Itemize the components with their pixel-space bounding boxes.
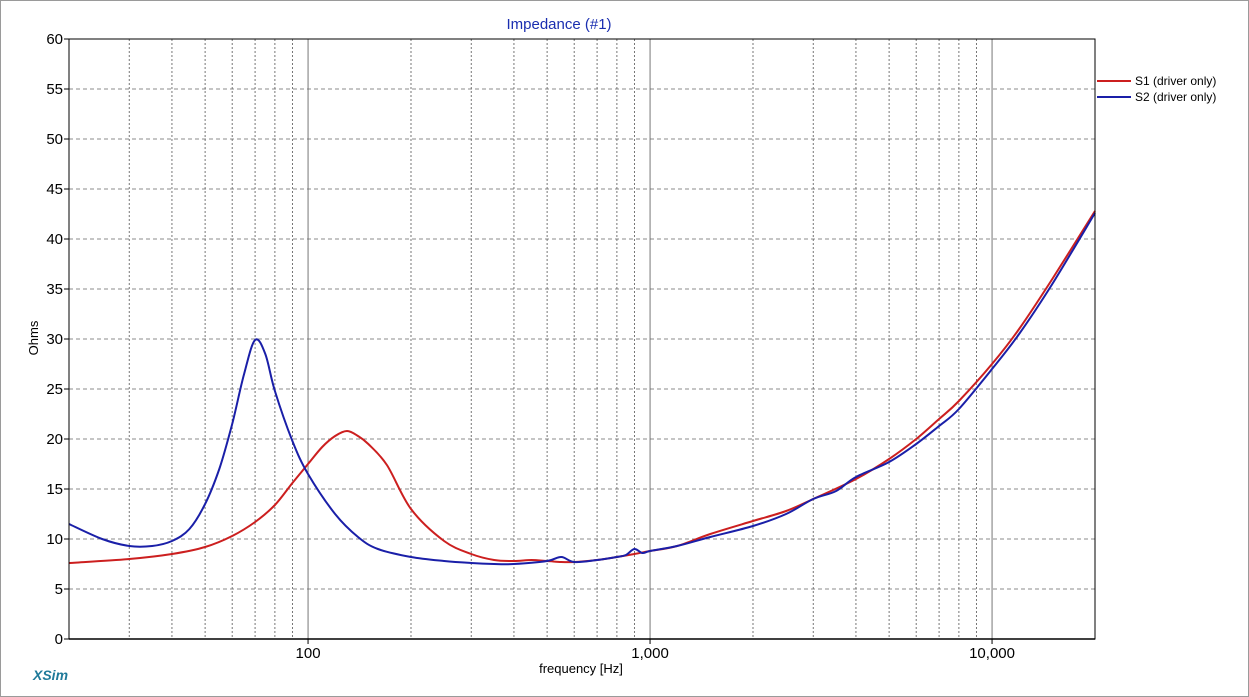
legend: S1 (driver only) S2 (driver only) (1097, 74, 1216, 104)
y-tick-label: 35 (46, 281, 63, 298)
xsim-brand-label: XSim (32, 667, 68, 683)
x-tick-label: 10,000 (969, 645, 1015, 662)
series-line-s2 (68, 212, 1096, 566)
y-tick-label: 60 (46, 31, 63, 48)
legend-label-s1: S1 (driver only) (1135, 74, 1216, 88)
y-tick-label: 5 (55, 581, 63, 598)
x-tick-label: 1,000 (631, 645, 669, 662)
y-tick-label: 50 (46, 131, 63, 148)
x-tick-label: 100 (296, 645, 321, 662)
y-tick-label: 10 (46, 531, 63, 548)
y-tick-label: 40 (46, 231, 63, 248)
series-line-s1 (68, 210, 1096, 564)
y-tick-label: 45 (46, 181, 63, 198)
y-tick-label: 30 (46, 331, 63, 348)
legend-label-s2: S2 (driver only) (1135, 90, 1216, 104)
y-tick-label: 55 (46, 81, 63, 98)
y-axis-label: Ohms (26, 320, 41, 355)
series-layer (68, 210, 1096, 566)
y-tick-label: 15 (46, 481, 63, 498)
y-tick-label: 20 (46, 431, 63, 448)
chart-title: Impedance (#1) (506, 16, 611, 33)
x-axis-label: frequency [Hz] (539, 661, 623, 676)
y-tick-label: 0 (55, 631, 63, 648)
axis-layer: 0 5 10 15 20 25 30 35 40 45 50 55 60 100 1,000 10,000 (46, 31, 1096, 662)
grid-layer (69, 39, 1095, 639)
y-tick-label: 25 (46, 381, 63, 398)
